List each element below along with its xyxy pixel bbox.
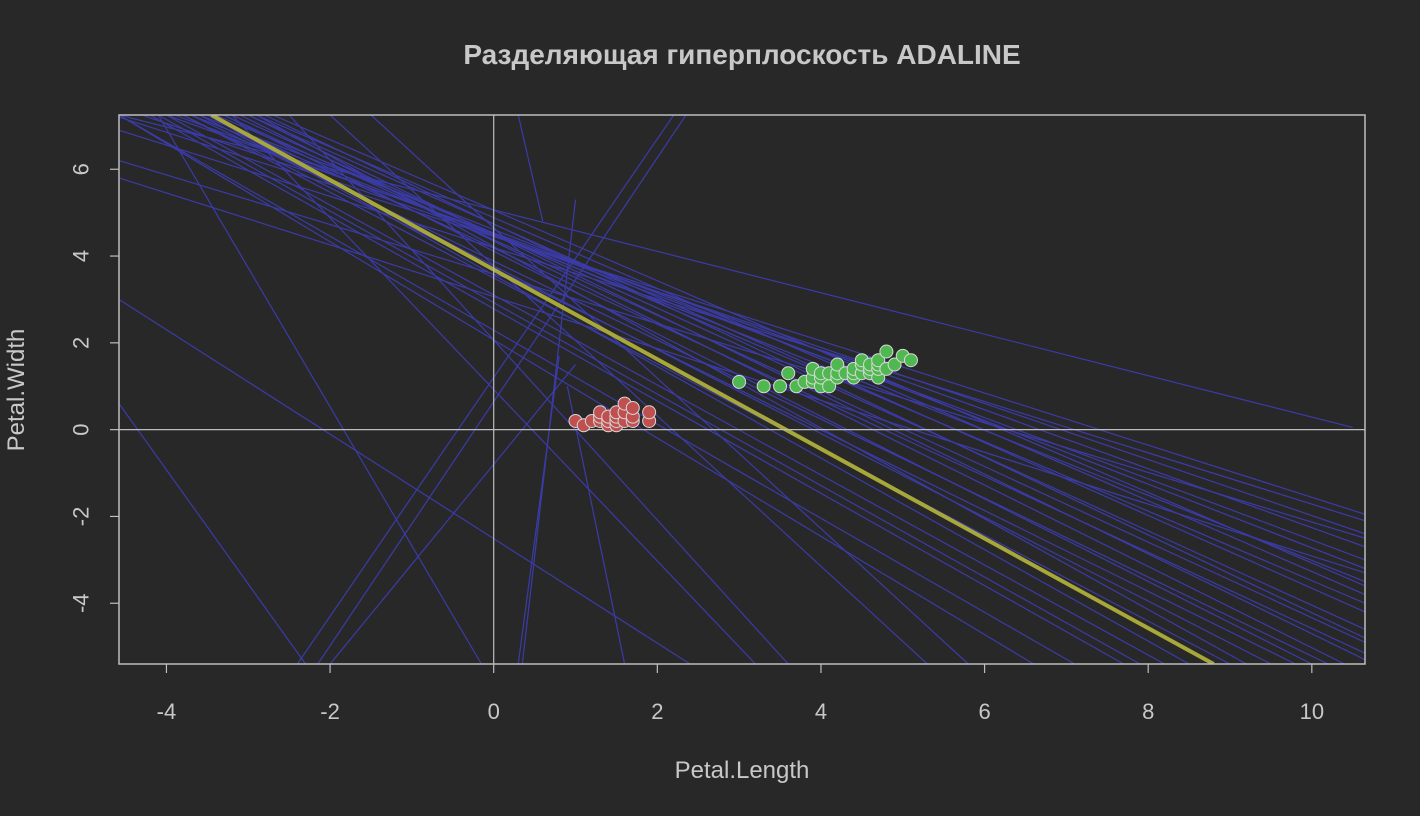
iteration-line: [119, 116, 1365, 515]
iteration-line: [198, 115, 1365, 570]
iteration-line: [517, 115, 544, 222]
data-point: [642, 405, 657, 420]
x-tick-label: 8: [1142, 699, 1154, 724]
x-axis-label: Petal.Length: [675, 757, 810, 784]
y-tick-label: -4: [69, 593, 94, 613]
x-tick-label: 0: [488, 699, 500, 724]
iteration-line: [119, 115, 1034, 664]
y-axis-label: Petal.Width: [3, 329, 30, 452]
iteration-line: [248, 115, 1365, 613]
chart-title: Разделяющая гиперплоскость ADALINE: [463, 39, 1020, 70]
iteration-line: [182, 115, 1231, 664]
y-tick-label: 0: [69, 424, 94, 436]
iteration-line: [119, 403, 307, 664]
iteration-line: [149, 115, 1124, 664]
iteration-line: [157, 115, 482, 664]
iteration-line: [231, 115, 1365, 630]
y-tick-label: -2: [69, 507, 94, 527]
iteration-line: [272, 115, 1365, 587]
hyperplane-lines: [119, 115, 1365, 664]
iteration-line: [370, 115, 969, 664]
reference-lines: [119, 115, 1365, 664]
y-tick-label: 2: [69, 337, 94, 349]
y-axis: -4 -2 0 2 4 6: [69, 163, 119, 613]
y-tick-label: 6: [69, 163, 94, 175]
y-tick-label: 4: [69, 250, 94, 262]
iteration-line: [207, 115, 1190, 664]
data-point: [830, 357, 845, 372]
iteration-line: [119, 177, 1365, 574]
x-axis: -4 -2 0 2 4 6 8 10: [157, 664, 1324, 724]
plot-frame: [118, 114, 1366, 665]
data-point: [903, 353, 918, 368]
iteration-line: [119, 159, 1365, 539]
iteration-line: [223, 115, 1365, 643]
iteration-line: [317, 115, 687, 664]
x-tick-label: 6: [978, 699, 990, 724]
iteration-line: [329, 364, 576, 664]
iteration-line: [256, 115, 1247, 664]
iteration-line: [166, 115, 1165, 664]
final-hyperplane-line: [210, 115, 1215, 664]
iteration-line: [566, 386, 626, 664]
data-points: [568, 344, 918, 433]
iteration-line: [119, 115, 1353, 429]
iteration-line: [166, 115, 1365, 548]
iteration-line: [119, 129, 1365, 522]
iteration-line: [521, 199, 577, 664]
iteration-line: [517, 355, 560, 664]
data-point: [625, 400, 640, 415]
iteration-line: [256, 115, 1365, 596]
x-tick-label: 4: [815, 699, 827, 724]
iteration-line: [296, 115, 675, 664]
iteration-line: [182, 115, 1296, 664]
data-point: [781, 366, 796, 381]
data-point: [732, 374, 747, 389]
x-tick-label: 10: [1300, 699, 1324, 724]
x-tick-label: 2: [651, 699, 663, 724]
iteration-line: [157, 115, 1141, 664]
iteration-line: [119, 115, 1075, 664]
iteration-line: [190, 115, 1365, 583]
data-point: [887, 357, 902, 372]
iteration-line: [288, 115, 789, 664]
data-point: [871, 353, 886, 368]
data-point: [773, 379, 788, 394]
iteration-line: [119, 298, 691, 664]
x-tick-label: -4: [157, 699, 177, 724]
iteration-line: [141, 115, 1365, 535]
x-tick-label: -2: [320, 699, 340, 724]
data-point: [879, 344, 894, 359]
data-point: [756, 379, 771, 394]
